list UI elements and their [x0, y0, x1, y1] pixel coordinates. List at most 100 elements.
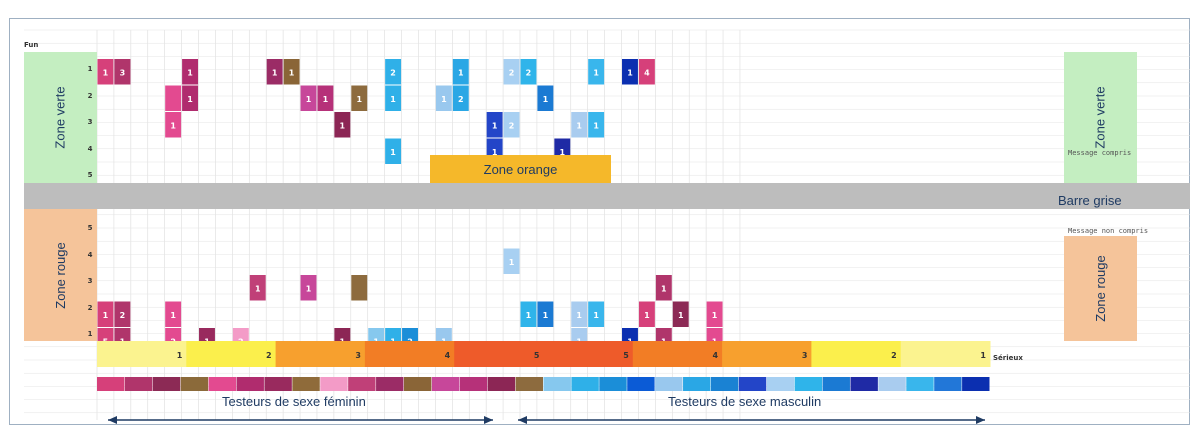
scale-label: 1	[980, 351, 986, 360]
tester-color-swatch	[962, 377, 990, 391]
tester-color-swatch	[906, 377, 934, 391]
red-zone-left-label: Zone rouge	[53, 241, 68, 309]
tester-color-swatch	[515, 377, 543, 391]
cell-count: 1	[661, 284, 667, 293]
fun-cell	[334, 112, 351, 138]
arrow-head-left	[518, 416, 527, 424]
cell-count: 1	[458, 68, 464, 77]
serious-cell	[537, 301, 554, 327]
scale-label: 3	[802, 351, 808, 360]
scale-segment	[364, 341, 455, 367]
cell-count: 2	[509, 121, 515, 130]
fun-cell	[588, 59, 605, 85]
serious-row-label: 5	[87, 224, 93, 232]
serious-cell	[114, 301, 131, 327]
fun-cell	[638, 59, 655, 85]
fun-cell	[182, 59, 199, 85]
message-compris-note: Message compris	[1068, 149, 1132, 157]
fun-cell	[283, 59, 300, 85]
fun-cell	[503, 112, 520, 138]
scale-label: 5	[534, 351, 540, 360]
fun-row-label: 1	[87, 65, 93, 73]
message-non-compris-note: Message non compris	[1068, 227, 1149, 235]
tester-color-swatch	[292, 377, 320, 391]
cell-count: 4	[644, 68, 650, 77]
fun-cell	[266, 59, 283, 85]
scale-label: 2	[891, 351, 897, 360]
cell-count: 1	[356, 95, 362, 104]
serious-row-label: 3	[87, 277, 93, 285]
serious-cell	[571, 301, 588, 327]
cell-count: 1	[340, 121, 346, 130]
fun-cell	[571, 112, 588, 138]
tester-color-swatch	[152, 377, 181, 391]
tester-color-swatch	[459, 377, 488, 391]
cell-count: 1	[170, 311, 176, 320]
fun-row-label: 5	[87, 171, 93, 179]
tester-color-swatch	[683, 377, 711, 391]
fun-cell	[165, 112, 182, 138]
fun-cell	[182, 85, 199, 111]
fun-row-label: 4	[87, 144, 93, 153]
serious-cell	[655, 275, 672, 301]
fun-cell	[97, 59, 114, 85]
scale-segment	[722, 341, 812, 367]
fun-cell	[317, 85, 334, 111]
cell-count: 1	[390, 95, 396, 104]
scale-segment	[275, 341, 366, 367]
fun-cell	[622, 59, 638, 85]
scale-label: 2	[266, 351, 272, 360]
serious-row-label: 1	[87, 330, 93, 338]
serious-cell	[520, 301, 537, 327]
tester-color-swatch	[97, 377, 125, 391]
scale-label: 4	[713, 351, 719, 360]
cell-count: 1	[306, 95, 312, 104]
scale-label: 5	[623, 351, 629, 360]
fun-cell	[452, 85, 469, 111]
grey-bar	[24, 183, 1190, 209]
fun-cell	[351, 85, 368, 111]
cell-count: 1	[492, 121, 498, 130]
tester-color-swatch	[264, 377, 292, 391]
fun-cell	[486, 112, 503, 138]
scale-segment	[454, 341, 544, 367]
tester-color-swatch	[543, 377, 571, 391]
fun-row-label: 3	[87, 118, 93, 126]
female-testers-caption: Testeurs de sexe féminin	[222, 394, 366, 409]
tester-color-swatch	[236, 377, 264, 391]
tester-color-swatch	[180, 377, 209, 391]
cell-count: 1	[103, 311, 109, 320]
scale-label: 4	[445, 351, 451, 360]
cell-count: 1	[323, 95, 329, 104]
tester-color-swatch	[627, 377, 655, 391]
serious-cell	[97, 301, 114, 327]
scale-segment	[632, 341, 723, 367]
scale-segment	[900, 341, 991, 367]
serious-cell	[351, 275, 368, 301]
serious-row-label: 4	[87, 250, 93, 259]
tester-color-swatch	[348, 377, 376, 391]
fun-cell	[385, 138, 402, 164]
cell-count: 1	[272, 68, 278, 77]
arrow-head-left	[108, 416, 117, 424]
scale-segment	[543, 341, 634, 367]
cell-count: 1	[306, 284, 312, 293]
serious-cell	[249, 275, 266, 301]
green-zone-right-label: Zone verte	[1093, 86, 1108, 149]
cell-count: 1	[390, 148, 396, 157]
serious-cell	[672, 301, 689, 327]
red-zone-right-label: Zone rouge	[1093, 255, 1108, 322]
grey-bar-label: Barre grise	[1058, 193, 1122, 208]
scale-segment	[97, 341, 187, 367]
fun-cell	[435, 85, 452, 111]
scale-label: 1	[177, 351, 183, 360]
cell-count: 1	[492, 148, 498, 157]
tester-color-swatch	[599, 377, 627, 391]
cell-count: 1	[103, 68, 109, 77]
cell-count: 1	[170, 121, 176, 130]
tester-color-swatch	[403, 377, 432, 391]
scale-segment	[811, 341, 902, 367]
cell-count: 1	[255, 284, 261, 293]
green-zone-left: Zone verte	[24, 52, 97, 183]
